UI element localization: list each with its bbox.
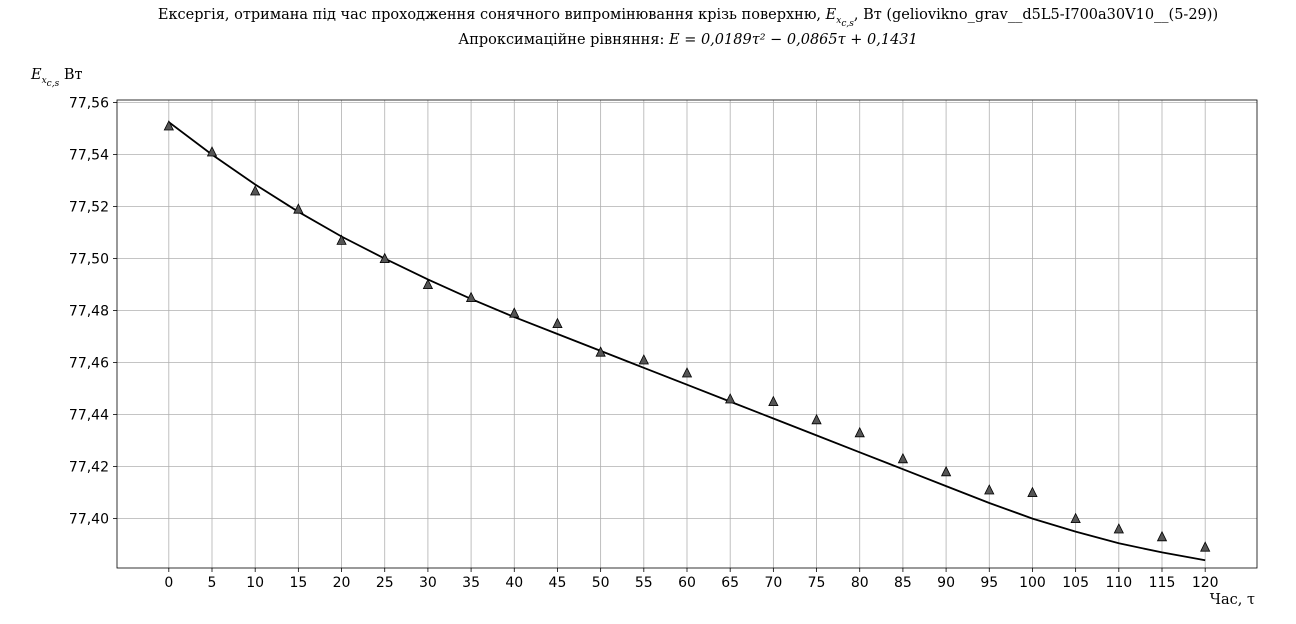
x-tick-label: 10 bbox=[246, 575, 264, 591]
data-point-triangle bbox=[509, 307, 520, 318]
y-tick-label: 77,48 bbox=[69, 304, 109, 320]
y-tick-label: 77,44 bbox=[69, 408, 109, 424]
x-tick-label: 115 bbox=[1149, 575, 1176, 591]
data-point-triangle bbox=[1200, 541, 1211, 552]
data-point-triangle bbox=[854, 426, 865, 438]
chart-subtitle: Апроксимаційне рівняння: E = 0,0189τ² − … bbox=[458, 32, 918, 48]
data-point-triangle bbox=[1156, 530, 1168, 542]
data-point-triangle bbox=[163, 120, 174, 131]
x-tick-label: 40 bbox=[505, 575, 523, 591]
x-tick-label: 55 bbox=[635, 575, 653, 591]
data-point-triangle bbox=[1113, 523, 1124, 534]
data-point-triangle bbox=[768, 395, 779, 407]
data-point-triangle bbox=[465, 291, 477, 303]
x-tick-label: 85 bbox=[894, 575, 912, 591]
chart-title: Ексергія, отримана під час проходження с… bbox=[157, 7, 1219, 29]
x-tick-label: 15 bbox=[289, 575, 307, 591]
x-tick-label: 45 bbox=[549, 575, 567, 591]
y-tick-label: 77,42 bbox=[69, 460, 109, 476]
data-point-triangle bbox=[595, 346, 606, 357]
x-tick-label: 100 bbox=[1019, 575, 1046, 591]
x-tick-label: 0 bbox=[164, 575, 173, 591]
x-tick-label: 60 bbox=[678, 575, 696, 591]
data-point-triangle bbox=[250, 185, 261, 196]
x-tick-label: 30 bbox=[419, 575, 437, 591]
x-tick-label: 110 bbox=[1105, 575, 1132, 591]
data-point-triangle bbox=[336, 234, 347, 245]
data-point-triangle bbox=[897, 452, 909, 464]
data-point-triangle bbox=[552, 317, 563, 329]
data-point-triangle bbox=[206, 146, 218, 157]
x-tick-label: 35 bbox=[462, 575, 480, 591]
data-point-triangle bbox=[293, 203, 304, 214]
x-tick-label: 50 bbox=[592, 575, 610, 591]
x-tick-label: 80 bbox=[851, 575, 869, 591]
y-tick-label: 77,56 bbox=[69, 96, 109, 112]
data-point-triangle bbox=[811, 413, 822, 425]
x-tick-label: 120 bbox=[1192, 575, 1219, 591]
y-tick-label: 77,40 bbox=[69, 512, 109, 528]
y-tick-label: 77,46 bbox=[69, 356, 109, 372]
y-tick-label: 77,54 bbox=[69, 148, 109, 164]
x-tick-label: 5 bbox=[208, 575, 217, 591]
x-tick-label: 75 bbox=[808, 575, 826, 591]
data-point-triangle bbox=[1070, 512, 1081, 523]
x-tick-label: 90 bbox=[937, 575, 955, 591]
x-tick-label: 65 bbox=[721, 575, 739, 591]
y-tick-label: 77,50 bbox=[69, 252, 109, 268]
data-point-triangle bbox=[422, 278, 434, 290]
data-point-triangle bbox=[638, 354, 649, 365]
y-axis-label: Exc,s Вт bbox=[31, 67, 83, 89]
x-tick-label: 105 bbox=[1062, 575, 1089, 591]
data-point-triangle bbox=[940, 465, 952, 477]
y-tick-label: 77,52 bbox=[69, 200, 109, 216]
data-point-triangle bbox=[725, 393, 736, 404]
data-point-triangle bbox=[1027, 486, 1038, 498]
x-axis-label: Час, τ bbox=[1209, 592, 1255, 608]
x-tick-label: 95 bbox=[980, 575, 998, 591]
x-tick-label: 25 bbox=[376, 575, 394, 591]
data-point-triangle bbox=[379, 252, 390, 264]
x-tick-label: 70 bbox=[764, 575, 782, 591]
data-point-triangle bbox=[984, 484, 995, 495]
data-point-triangle bbox=[681, 367, 693, 378]
x-tick-label: 20 bbox=[333, 575, 351, 591]
